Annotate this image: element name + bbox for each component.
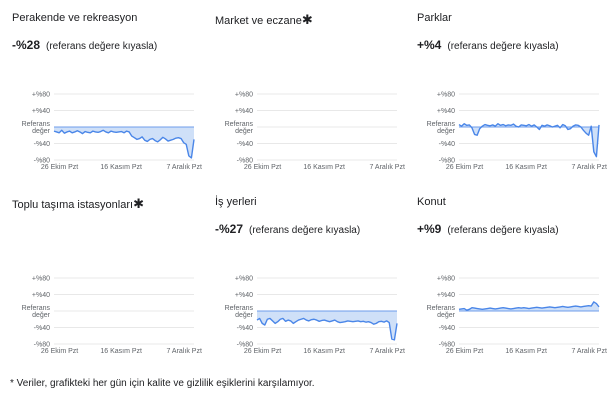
- x-tick-label: 16 Kasım Pzt: [100, 164, 142, 171]
- y-tick-label: -%80: [237, 158, 253, 165]
- change-value: -%28: [12, 38, 41, 52]
- x-tick-label: 7 Aralık Pzt: [571, 348, 606, 355]
- chart-title-text: Market ve eczane: [215, 15, 302, 27]
- series-line: [458, 301, 600, 311]
- chart-title-text: Perakende ve rekreasyon: [12, 12, 138, 24]
- change-value: +%4: [417, 38, 442, 52]
- change-value-row: +%4 (referans değere kıyasla): [417, 36, 559, 54]
- y-tick-label: Referans değer: [427, 121, 456, 135]
- x-tick-label: 16 Kasım Pzt: [303, 164, 345, 171]
- y-tick-label: -%40: [34, 141, 50, 148]
- series-area: [257, 311, 397, 340]
- x-tick-label: 7 Aralık Pzt: [369, 348, 404, 355]
- x-tick-label: 16 Kasım Pzt: [303, 348, 345, 355]
- y-tick-label: -%80: [34, 342, 50, 349]
- chart-title: İş yerleri: [215, 196, 257, 208]
- y-tick-label: +%40: [235, 292, 253, 299]
- insufficient-data-marker: ✱: [301, 12, 313, 27]
- y-tick-label: +%40: [437, 108, 455, 115]
- chart-title-text: Konut: [417, 196, 446, 208]
- change-value: -%27: [215, 222, 244, 236]
- y-tick-label: Referans değer: [22, 121, 51, 135]
- x-tick-label: 7 Aralık Pzt: [571, 164, 606, 171]
- y-tick-label: -%40: [439, 325, 455, 332]
- y-tick-label: -%80: [34, 158, 50, 165]
- y-tick-label: -%40: [34, 325, 50, 332]
- y-tick-label: Referans değer: [225, 121, 254, 135]
- chart-panel: Perakende ve rekreasyon -%28 (referans değ…: [12, 12, 212, 202]
- series-line: [256, 317, 398, 341]
- insufficient-data-marker: ✱: [133, 196, 144, 211]
- change-value-row: -%27 (referans değere kıyasla): [215, 220, 360, 238]
- x-tick-label: 7 Aralık Pzt: [166, 164, 201, 171]
- y-tick-label: +%40: [235, 108, 253, 115]
- x-tick-label: 16 Kasım Pzt: [505, 348, 547, 355]
- y-tick-label: +%80: [235, 92, 253, 99]
- y-tick-label: Referans değer: [427, 305, 456, 319]
- x-tick-label: 16 Kasım Pzt: [100, 348, 142, 355]
- y-tick-label: +%40: [437, 292, 455, 299]
- footnote: * Veriler, grafikteki her gün için kalit…: [10, 378, 315, 389]
- chart-title-text: Parklar: [417, 12, 452, 24]
- chart-panel: Market ve eczane✱ +%80 +%40 Referans değer -%…: [215, 12, 415, 202]
- y-tick-label: Referans değer: [225, 305, 254, 319]
- series-line: [458, 123, 600, 158]
- chart-title: Perakende ve rekreasyon: [12, 12, 137, 24]
- x-tick-label: 16 Kasım Pzt: [505, 164, 547, 171]
- chart-panel: Toplu taşıma istasyonları✱ +%80 +%40 Refera…: [12, 196, 212, 386]
- y-tick-label: +%80: [32, 276, 50, 283]
- y-tick-label: -%80: [237, 342, 253, 349]
- x-tick-label: 26 Ekim Pzt: [446, 164, 483, 171]
- series-area: [459, 301, 599, 311]
- y-tick-label: -%80: [439, 342, 455, 349]
- change-value-row: +%9 (referans değere kıyasla): [417, 220, 559, 238]
- y-tick-label: -%40: [237, 141, 253, 148]
- series-line: [53, 129, 195, 159]
- change-value-row: -%28 (referans değere kıyasla): [12, 36, 157, 54]
- reference-note: (referans değere kıyasla): [249, 225, 361, 236]
- y-tick-label: +%40: [32, 108, 50, 115]
- chart-title-text: Toplu taşıma istasyonları: [12, 199, 134, 211]
- y-tick-label: -%40: [237, 325, 253, 332]
- y-tick-label: +%80: [437, 92, 455, 99]
- chart-title: Konut: [417, 196, 446, 208]
- x-tick-label: 26 Ekim Pzt: [446, 348, 483, 355]
- reference-note: (referans değere kıyasla): [447, 225, 559, 236]
- chart-title: Toplu taşıma istasyonları✱: [12, 196, 144, 212]
- chart-panel: Parklar +%4 (referans değere kıyasla) +%80 +…: [417, 12, 614, 202]
- reference-note: (referans değere kıyasla): [46, 41, 158, 52]
- x-tick-label: 26 Ekim Pzt: [41, 348, 78, 355]
- chart-panel: İş yerleri -%27 (referans değere kıyasla) +…: [215, 196, 415, 386]
- series-area: [54, 127, 194, 158]
- y-tick-label: -%80: [439, 158, 455, 165]
- y-tick-label: +%80: [437, 276, 455, 283]
- y-tick-label: Referans değer: [22, 305, 51, 319]
- x-tick-label: 26 Ekim Pzt: [244, 164, 281, 171]
- chart-title: Market ve eczane✱: [215, 12, 313, 28]
- y-tick-label: +%80: [235, 276, 253, 283]
- y-tick-label: -%40: [439, 141, 455, 148]
- x-tick-label: 7 Aralık Pzt: [166, 348, 201, 355]
- chart-panel: Konut +%9 (referans değere kıyasla) +%80 +%4…: [417, 196, 614, 386]
- reference-note: (referans değere kıyasla): [447, 41, 559, 52]
- x-tick-label: 26 Ekim Pzt: [244, 348, 281, 355]
- x-tick-label: 26 Ekim Pzt: [41, 164, 78, 171]
- y-tick-label: +%40: [32, 292, 50, 299]
- change-value: +%9: [417, 222, 442, 236]
- y-tick-label: +%80: [32, 92, 50, 99]
- chart-title-text: İş yerleri: [215, 196, 257, 208]
- x-tick-label: 7 Aralık Pzt: [369, 164, 404, 171]
- chart-title: Parklar: [417, 12, 452, 24]
